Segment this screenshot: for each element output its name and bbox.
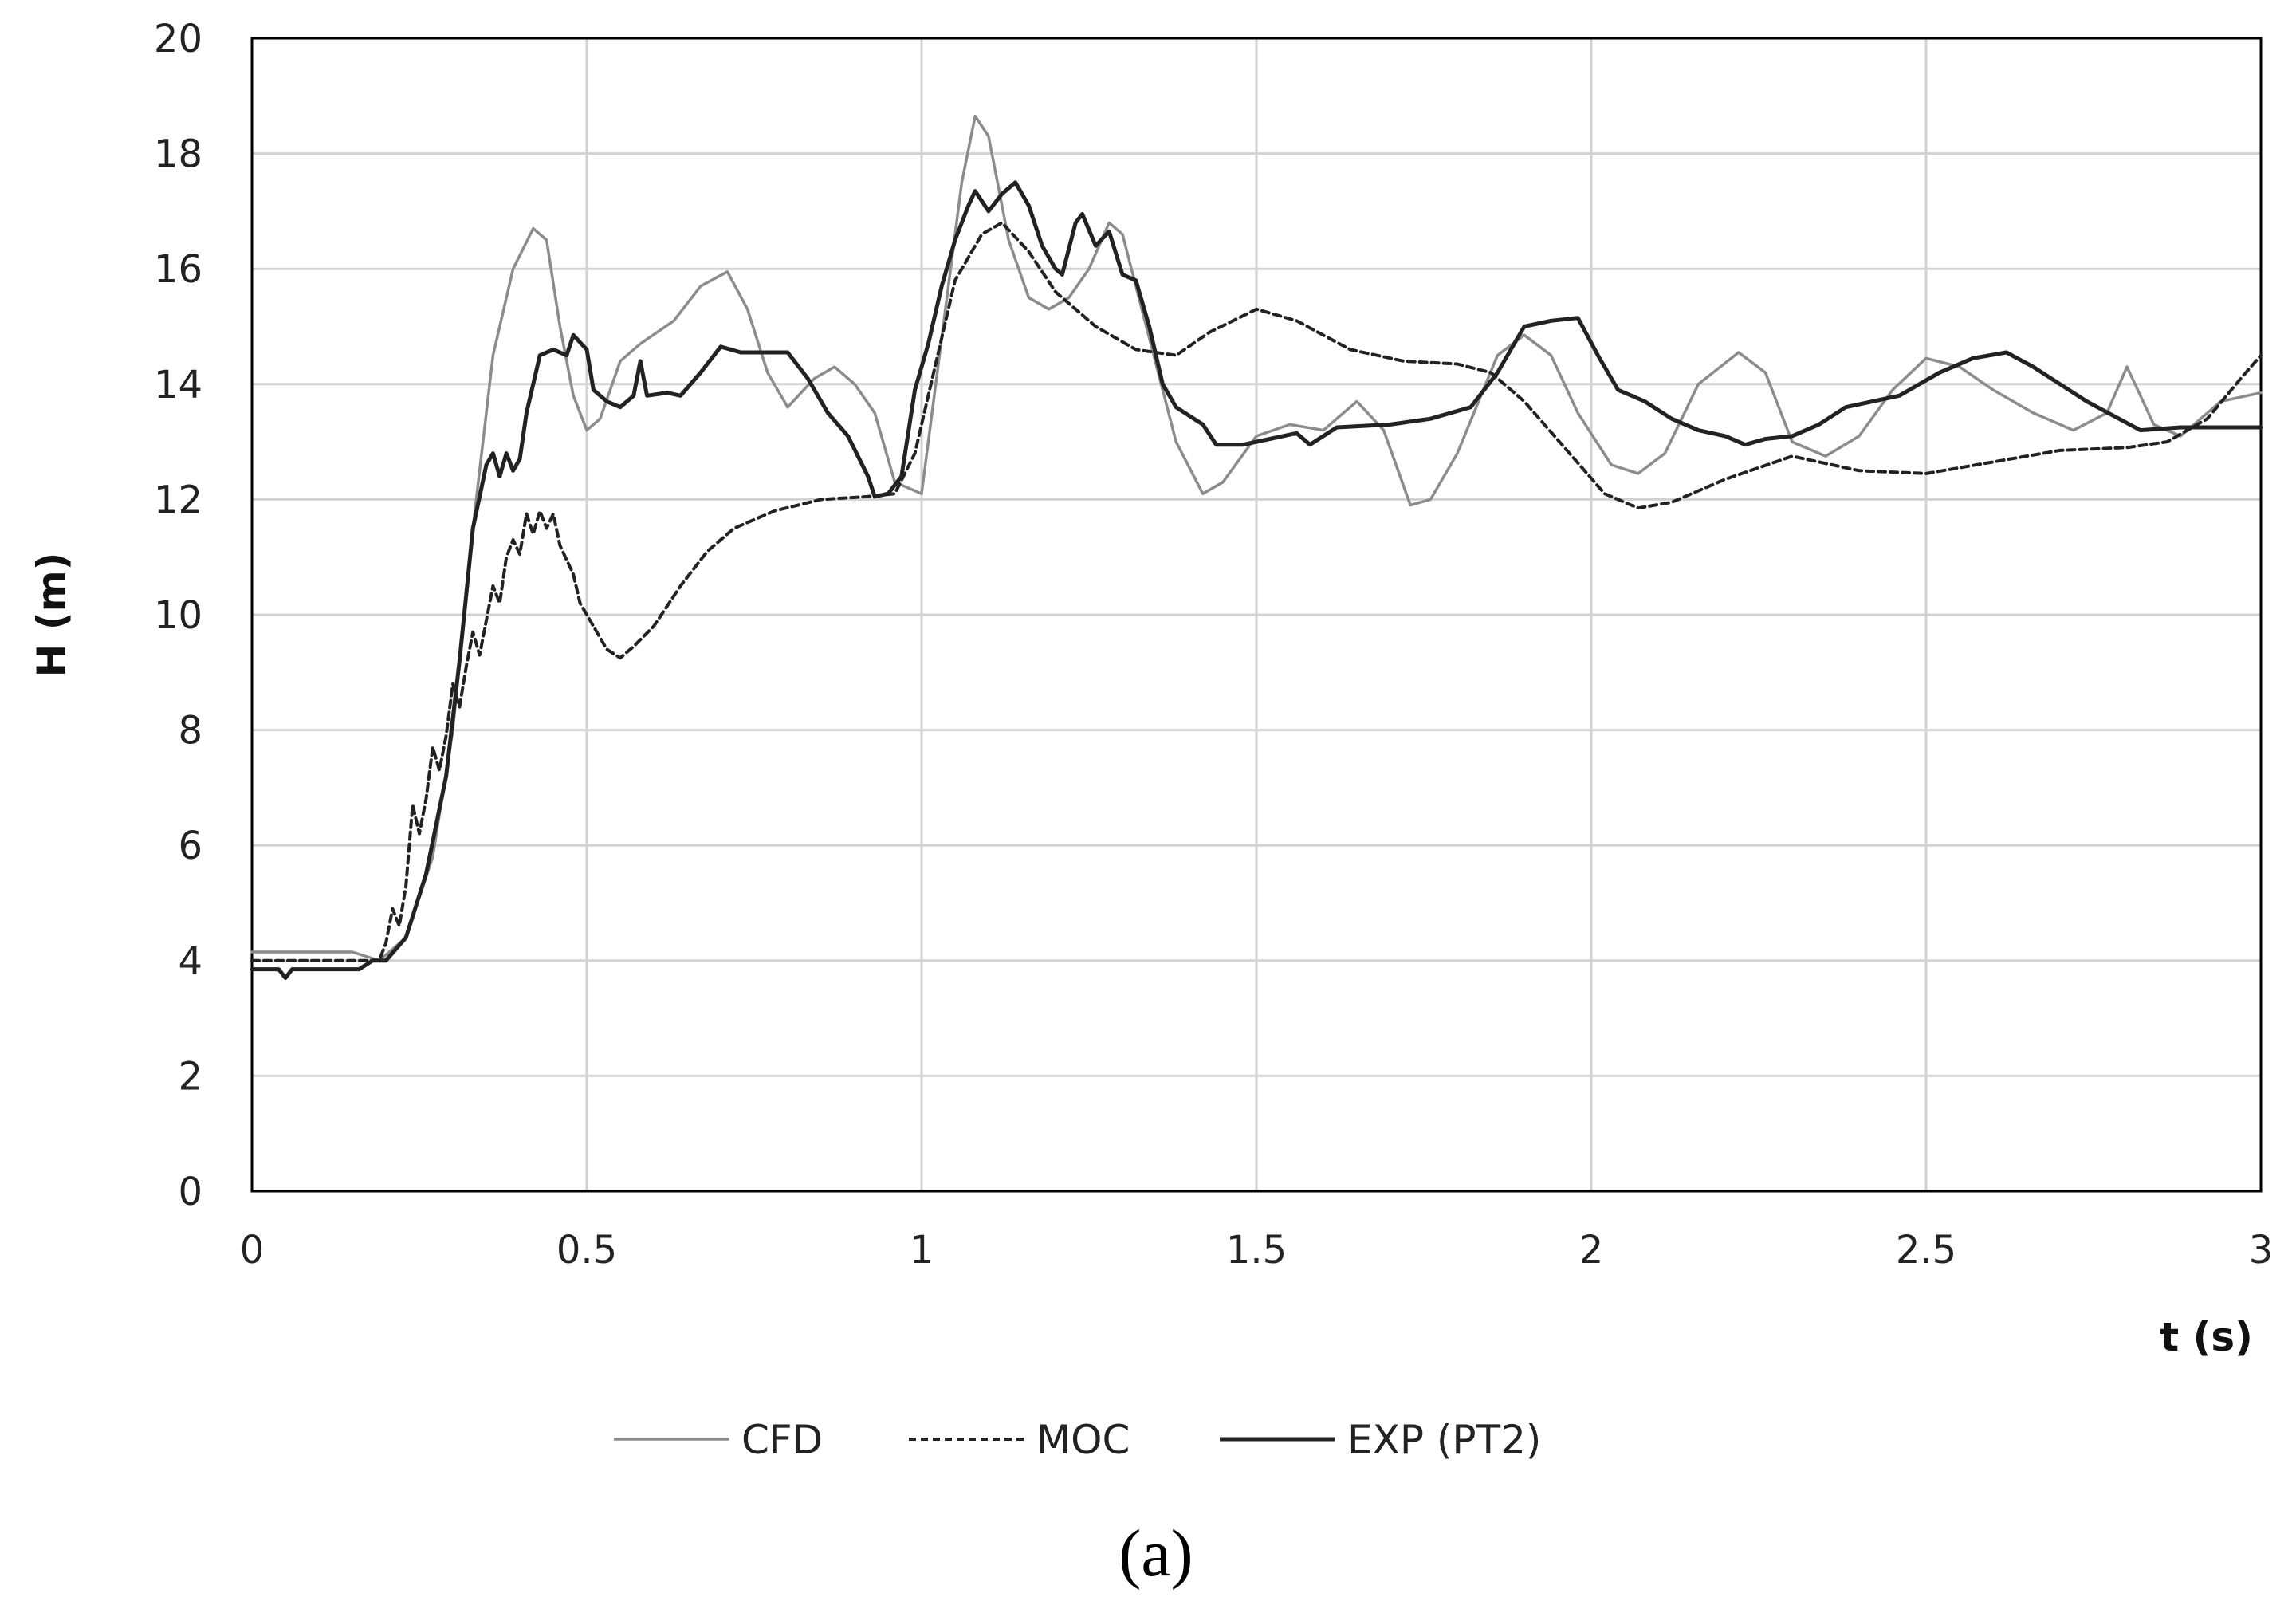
y-tick-label: 2 [178,1054,202,1099]
y-tick-label: 14 [154,363,202,407]
series-line-cfd [250,114,2263,962]
y-tick-label: 10 [154,593,202,638]
x-tick-label: 3 [2249,1228,2274,1273]
y-tick-label: 8 [178,709,202,753]
figure-caption: (a) [1119,1516,1193,1591]
y-tick-label: 4 [178,939,202,984]
plot-area-frame [250,37,2263,1193]
x-tick-label: 1 [910,1228,934,1273]
x-axis-title: t (s) [2160,1314,2253,1360]
y-tick-label: 0 [178,1170,202,1214]
legend: CFD MOC EXP (PT2) [614,1417,1541,1463]
x-tick-label: 2.5 [1896,1228,1956,1273]
y-axis-title: H (m) [29,552,75,677]
legend-label: EXP (PT2) [1347,1417,1541,1463]
grid [250,37,2263,1193]
x-tick-label: 0.5 [556,1228,617,1273]
y-tick-label: 16 [154,247,202,292]
legend-label: CFD [741,1417,823,1463]
series-line-exp-pt2 [250,180,2263,980]
x-tick-label: 2 [1579,1228,1604,1273]
tick-labels: 0 2 4 6 8 10 12 14 16 18 20 0 0.5 1 1.5 2 2.5 3 [154,17,2273,1273]
y-tick-label: 6 [178,824,202,868]
y-tick-label: 20 [154,17,202,61]
legend-label: MOC [1036,1417,1130,1463]
x-tick-label: 0 [240,1228,265,1273]
y-tick-label: 12 [154,478,202,522]
x-tick-label: 1.5 [1226,1228,1287,1273]
y-tick-label: 18 [154,132,202,177]
series-lines [250,114,2263,980]
